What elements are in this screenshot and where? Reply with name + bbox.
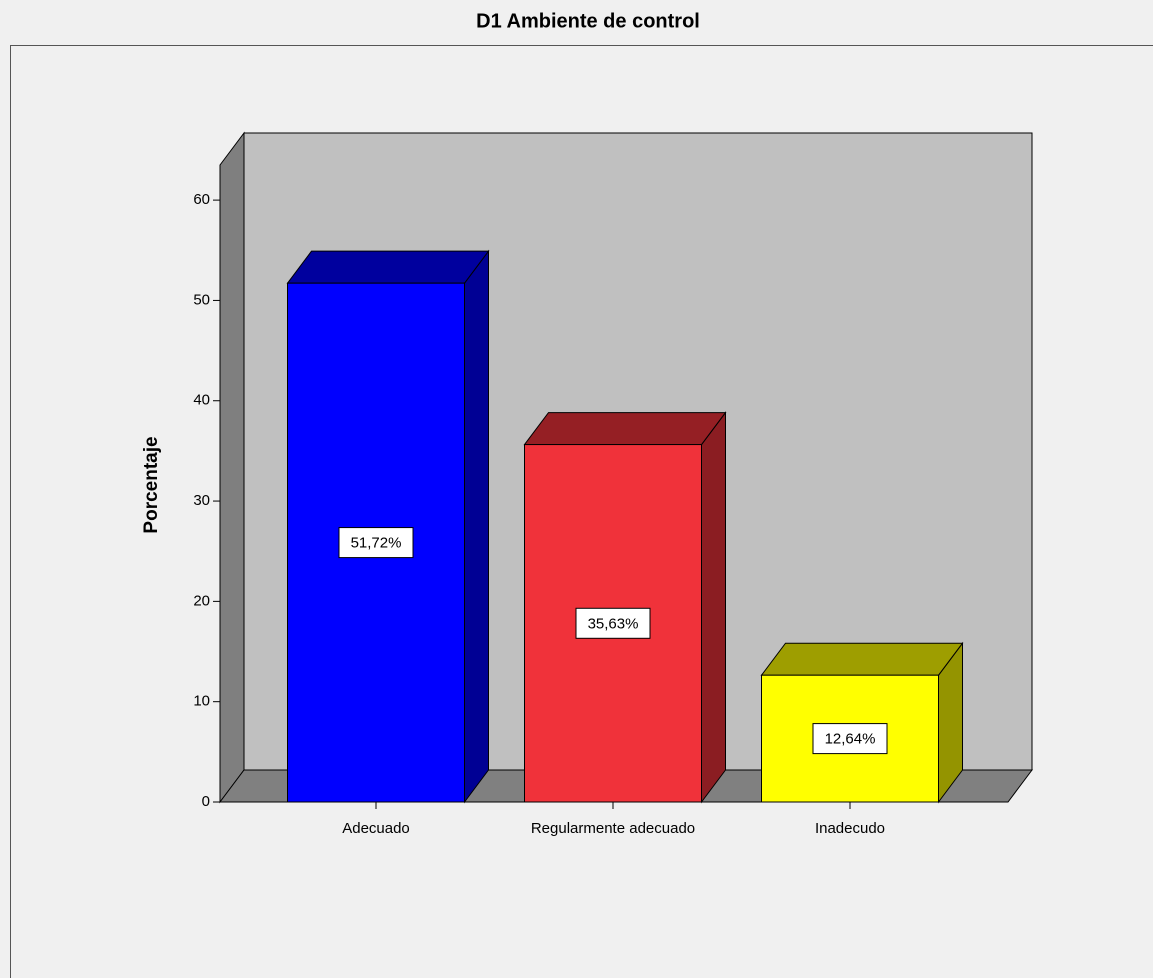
bar-side [701, 411, 726, 804]
x-tick-label: Adecuado [342, 820, 410, 837]
x-tick-label: Regularmente adecuado [531, 820, 695, 837]
chart-title: D1 Ambiente de control [476, 10, 700, 32]
x-tick-label: Inadecudo [815, 820, 885, 837]
value-label: 35,63% [588, 615, 639, 632]
value-label: 12,64% [825, 731, 876, 748]
value-label-box [812, 723, 888, 755]
bar-top [760, 642, 964, 676]
y-tick-label: 20 [193, 592, 210, 609]
bar-side [464, 249, 489, 804]
y-tick-label: 0 [202, 793, 210, 810]
y-tick-label: 40 [193, 392, 210, 409]
y-tick-label: 60 [193, 191, 210, 208]
value-label-box [338, 527, 414, 559]
value-label-box [575, 607, 651, 639]
left-wall [219, 131, 245, 804]
bar-top [523, 412, 727, 446]
y-tick-label: 30 [193, 492, 210, 509]
y-axis-label: Porcentaje [141, 436, 162, 533]
bar-top [286, 250, 490, 284]
value-label: 51,72% [351, 535, 402, 552]
y-tick-label: 50 [193, 291, 210, 308]
y-tick-label: 10 [193, 693, 210, 710]
